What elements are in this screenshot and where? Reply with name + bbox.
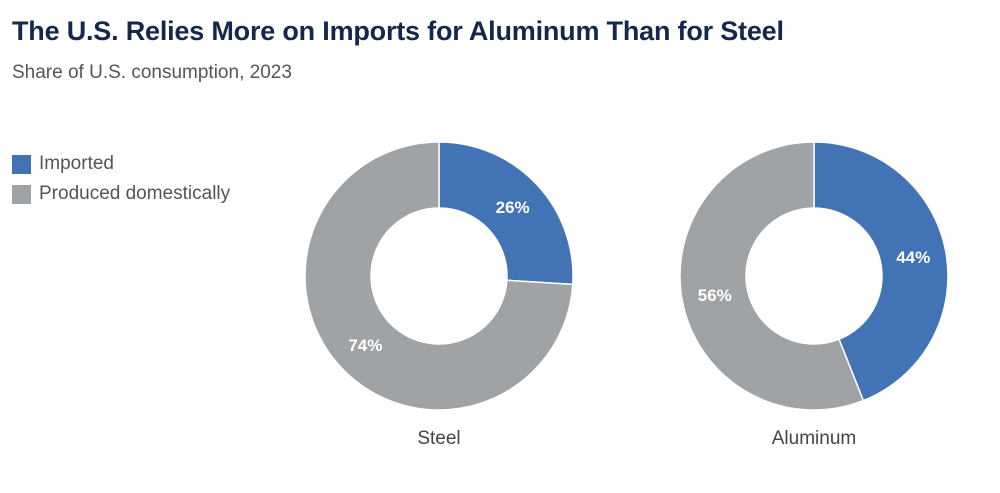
legend-label: Imported (39, 153, 114, 174)
chart-subtitle: Share of U.S. consumption, 2023 (12, 62, 292, 83)
legend-swatch (12, 154, 31, 174)
data-label: 26% (496, 198, 530, 217)
steel-slice-imported (438, 141, 574, 286)
legend-label: Produced domestically (39, 183, 231, 204)
aluminum-slice-imported (813, 141, 949, 402)
data-label: 56% (698, 286, 732, 305)
aluminum-slice-domestic (679, 141, 865, 411)
legend-item-imported: Imported (12, 149, 230, 179)
legend-item-domestic: Produced domestically (12, 179, 230, 209)
legend: Imported Produced domestically (12, 149, 230, 209)
chart-title: The U.S. Relies More on Imports for Alum… (12, 16, 784, 46)
chart-category-label: Steel (417, 428, 460, 449)
steel-slice-domestic (304, 141, 574, 411)
legend-swatch (12, 184, 31, 204)
chart-category-label: Aluminum (772, 428, 856, 449)
data-label: 44% (896, 248, 930, 267)
data-label: 74% (348, 336, 382, 355)
